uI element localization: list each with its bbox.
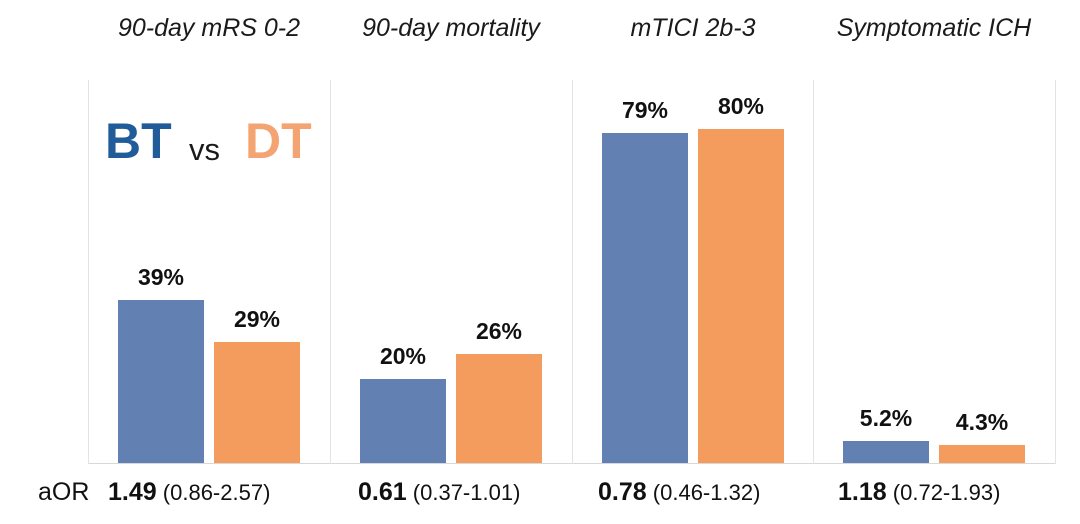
data-label-bt-90-day-mortality: 20% — [379, 343, 427, 370]
data-label-bt-symptomatic-ich: 5.2% — [859, 405, 913, 432]
bar-dt-90-day-mortality — [456, 354, 542, 463]
aor-90-day-mrs-0-2: 1.49 (0.86-2.57) — [108, 478, 270, 507]
panel-title-90-day-mrs-0-2: 90-day mRS 0-2 — [117, 14, 301, 42]
bar-bt-mtici-2b-3 — [602, 132, 688, 463]
aor-value: 1.18 — [838, 478, 887, 506]
data-label-dt-mtici-2b-3: 80% — [717, 92, 765, 119]
bar-bt-90-day-mortality — [360, 379, 446, 463]
aor-label: aOR — [38, 478, 90, 506]
panel-title-90-day-mortality: 90-day mortality — [362, 14, 540, 42]
legend-dt: DT — [245, 113, 312, 169]
x-axis-baseline — [88, 463, 1055, 464]
bar-bt-90-day-mrs-0-2 — [118, 299, 204, 463]
bar-dt-symptomatic-ich — [939, 445, 1025, 463]
panel-title-symptomatic-ich: Symptomatic ICH — [836, 14, 1032, 42]
aor-ci: (0.86-2.57) — [156, 480, 271, 505]
aor-90-day-mortality: 0.61 (0.37-1.01) — [358, 478, 520, 507]
panel-divider — [88, 80, 89, 464]
panel-divider — [1055, 80, 1056, 464]
legend-bt: BT — [105, 113, 172, 169]
data-label-bt-90-day-mrs-0-2: 39% — [137, 263, 185, 290]
panel-title-mtici-2b-3: mTICI 2b-3 — [630, 14, 756, 42]
aor-value: 0.61 — [358, 478, 407, 506]
legend-vs: vs — [189, 132, 220, 167]
aor-value: 0.78 — [598, 478, 647, 506]
panel-divider — [572, 80, 573, 464]
data-label-dt-90-day-mortality: 26% — [475, 318, 523, 345]
bar-dt-90-day-mrs-0-2 — [214, 341, 300, 463]
aor-value: 1.49 — [108, 478, 157, 506]
panel-divider — [813, 80, 814, 464]
aor-ci: (0.37-1.01) — [406, 480, 521, 505]
data-label-bt-mtici-2b-3: 79% — [621, 96, 669, 123]
aor-symptomatic-ich: 1.18 (0.72-1.93) — [838, 478, 1000, 507]
aor-ci: (0.72-1.93) — [886, 480, 1001, 505]
panel-divider — [330, 80, 331, 464]
aor-mtici-2b-3: 0.78 (0.46-1.32) — [598, 478, 760, 507]
data-label-dt-symptomatic-ich: 4.3% — [955, 409, 1009, 436]
data-label-dt-90-day-mrs-0-2: 29% — [233, 305, 281, 332]
bar-bt-symptomatic-ich — [843, 441, 929, 463]
bar-dt-mtici-2b-3 — [698, 128, 784, 463]
aor-ci: (0.46-1.32) — [646, 480, 761, 505]
